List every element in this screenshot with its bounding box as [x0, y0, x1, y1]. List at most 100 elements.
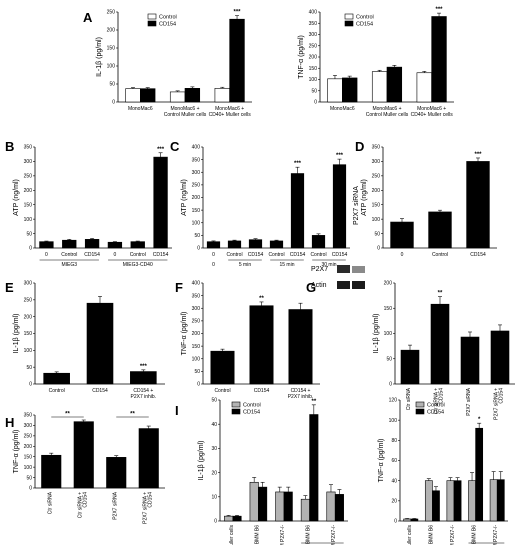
y-tick-label: 0 — [112, 100, 115, 106]
bar — [249, 481, 259, 522]
bar — [41, 454, 62, 489]
y-tick-label: 150 — [24, 454, 33, 460]
bar — [489, 479, 498, 522]
legend-swatch — [344, 20, 354, 27]
category-label: Ctr siRNA + — [77, 492, 83, 518]
category-label: CD154 — [153, 252, 169, 258]
y-tick-label: 400 — [192, 281, 201, 287]
chart-h: H 0 50 100 150 200 250 300 350 TNF-α (pg/ml) ** ** C… — [5, 412, 165, 524]
category-label: BMM P2X7-/- — [331, 525, 337, 545]
legend-swatch — [415, 401, 425, 408]
bar — [400, 349, 420, 385]
bar — [43, 372, 70, 385]
y-tick-label: 100 — [192, 220, 201, 226]
y-tick-label: 50 — [109, 82, 115, 88]
category-label: Ctr siRNA — [406, 387, 412, 410]
bar — [475, 427, 484, 522]
y-tick-label: 100 — [309, 77, 318, 83]
category-label: Control — [226, 252, 242, 258]
y-tick-label: 200 — [384, 281, 393, 287]
y-tick-label: 250 — [107, 10, 116, 16]
y-tick-label: 250 — [24, 174, 33, 180]
y-tick-label: 0 — [377, 246, 380, 252]
y-axis-label: ATP (ng/ml) — [181, 179, 188, 216]
category-label: P2X7 siRNA + — [494, 388, 500, 420]
bar — [224, 515, 234, 522]
y-tick-label: 30 — [211, 446, 217, 452]
y-tick-label: 50 — [26, 365, 32, 371]
significance-mark: *** — [294, 161, 302, 167]
bar — [496, 479, 505, 522]
bar — [107, 241, 123, 249]
category-label: MonoMac6 — [330, 106, 355, 112]
y-tick-label: 100 — [107, 64, 116, 70]
legend-label: CD154 — [427, 410, 444, 416]
bar — [86, 302, 114, 385]
category-label: CD154 — [147, 492, 153, 508]
y-tick-label: 150 — [24, 331, 33, 337]
y-tick-label: 350 — [192, 293, 201, 299]
y-tick-label: 50 — [374, 231, 380, 237]
y-axis-label: IL-1β (pg/ml) — [13, 314, 20, 354]
category-label: CD154 — [84, 252, 100, 258]
y-tick-label: 350 — [309, 21, 318, 27]
bar — [424, 480, 433, 522]
legend-label: Control — [427, 403, 445, 409]
y-tick-label: 150 — [384, 306, 393, 312]
group-label: 15 min — [279, 262, 294, 268]
bar — [248, 239, 263, 249]
category-label: Control Muller cells — [164, 112, 207, 118]
bar — [125, 88, 141, 103]
legend-label: CD154 — [159, 22, 176, 28]
bar — [403, 518, 412, 522]
bar — [227, 240, 242, 249]
bar — [184, 88, 201, 103]
y-tick-label: 150 — [192, 208, 201, 214]
bar — [62, 239, 77, 249]
y-tick-label: 150 — [309, 66, 318, 72]
bar — [311, 235, 326, 249]
category-label: BMM P2X7-/- — [450, 525, 456, 545]
y-tick-label: 300 — [24, 159, 33, 165]
significance-mark: *** — [140, 364, 148, 370]
legend-label: CD154 — [356, 22, 373, 28]
bar — [431, 16, 447, 103]
panel-label: G — [306, 280, 316, 295]
y-tick-label: 300 — [309, 32, 318, 38]
bar — [468, 480, 476, 522]
significance-mark: *** — [234, 10, 242, 16]
y-tick-label: 0 — [29, 246, 32, 252]
bar — [206, 241, 221, 249]
bar — [432, 490, 440, 522]
y-tick-label: 40 — [391, 478, 397, 484]
y-tick-label: 250 — [309, 43, 318, 49]
chart-f: F 0 50 100 150 200 250 300 350 400 TNF-α (pg/ml) **… — [175, 280, 320, 400]
bar — [327, 78, 343, 103]
significance-mark: *** — [474, 152, 482, 158]
category-label: MonoMac6 + — [417, 106, 446, 112]
y-axis-label: IL-1β (pg/ml) — [373, 314, 380, 354]
bar — [453, 480, 462, 522]
y-tick-label: 250 — [24, 434, 33, 440]
bar — [300, 498, 310, 522]
category-label: P2X7 inhib. — [131, 394, 157, 400]
significance-mark: ** — [130, 412, 135, 418]
blot-band-p2x7-ctr — [337, 265, 350, 273]
category-label: CD154 — [82, 492, 88, 508]
y-tick-label: 300 — [192, 170, 201, 176]
bar — [140, 88, 156, 103]
bar — [73, 421, 94, 489]
y-tick-label: 150 — [192, 344, 201, 350]
y-tick-label: 10 — [211, 495, 217, 501]
y-tick-label: 0 — [394, 519, 397, 525]
bar — [430, 303, 450, 385]
chart-b: B 0 50 100 150 200 250 300 350 ATP (ng/ml) *** 0 Con… — [5, 139, 172, 268]
y-tick-label: 200 — [309, 55, 318, 61]
category-label: Control — [49, 388, 65, 394]
bar — [210, 350, 235, 385]
y-tick-label: 200 — [192, 331, 201, 337]
y-tick-label: 400 — [309, 10, 318, 16]
significance-mark: ** — [438, 291, 443, 297]
y-tick-label: 40 — [211, 422, 217, 428]
